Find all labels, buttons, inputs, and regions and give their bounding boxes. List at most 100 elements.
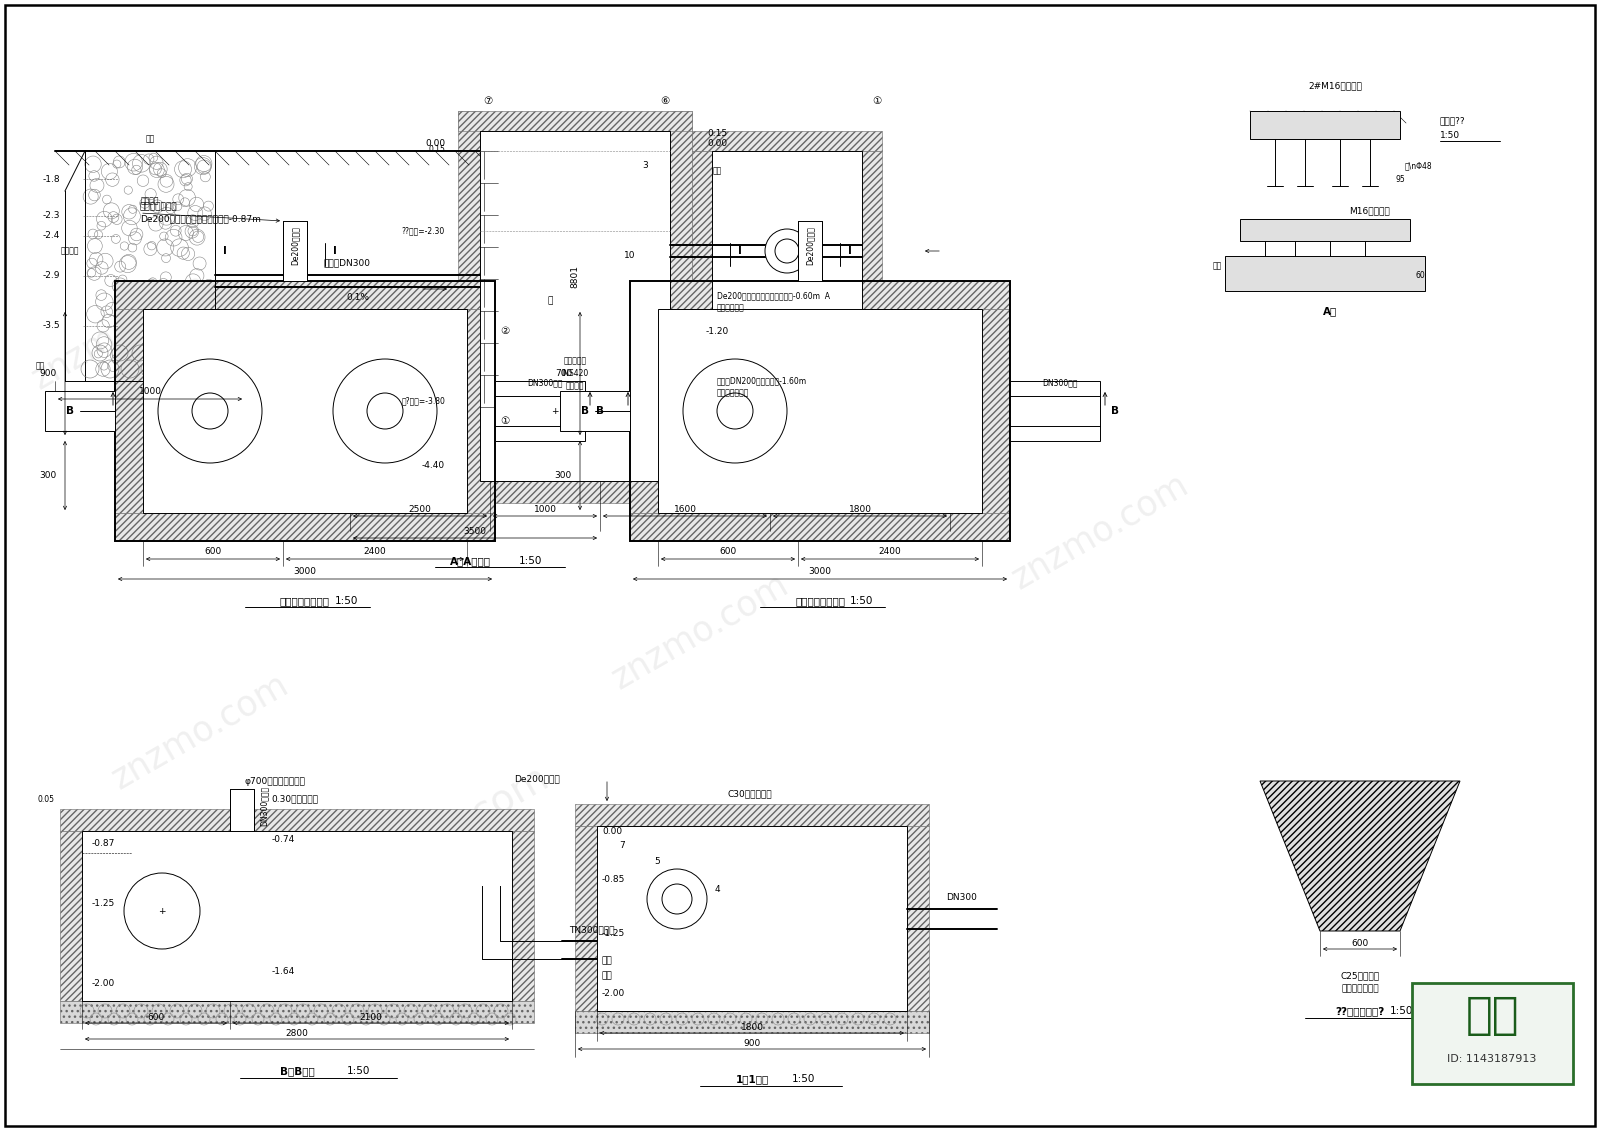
Text: De200排水管: De200排水管: [805, 226, 814, 266]
Circle shape: [774, 239, 798, 264]
Text: 600: 600: [205, 547, 222, 556]
Text: 进水管DN300: 进水管DN300: [323, 259, 371, 268]
Text: 7: 7: [619, 841, 626, 851]
Text: A－A剖面图: A－A剖面图: [450, 556, 491, 566]
Text: 2400: 2400: [363, 547, 386, 556]
FancyBboxPatch shape: [1413, 983, 1573, 1083]
Text: 1800: 1800: [741, 1022, 763, 1031]
Bar: [458, 111, 480, 503]
Text: -2.9: -2.9: [43, 271, 61, 280]
Text: I: I: [333, 247, 338, 256]
Text: 3000: 3000: [808, 568, 832, 577]
Text: 渐层: 渐层: [602, 957, 613, 966]
Bar: [907, 826, 930, 1011]
Text: -2.00: -2.00: [93, 978, 115, 987]
Text: 接水系循环管: 接水系循环管: [717, 303, 744, 312]
Text: +: +: [158, 907, 166, 915]
Text: M16螺母固定: M16螺母固定: [1350, 207, 1390, 216]
Text: 1800: 1800: [848, 504, 872, 513]
Text: znzmo.com: znzmo.com: [245, 360, 456, 503]
Text: 2500: 2500: [408, 504, 432, 513]
Text: -2.00: -2.00: [602, 988, 626, 998]
Bar: [630, 513, 1010, 541]
Text: 0.00: 0.00: [707, 138, 726, 147]
Text: 2800: 2800: [285, 1029, 309, 1038]
Text: 0.00: 0.00: [426, 138, 445, 147]
Text: ID: 1143187913: ID: 1143187913: [1448, 1054, 1536, 1064]
Text: INS420: INS420: [562, 370, 589, 379]
Bar: [658, 309, 982, 513]
Bar: [862, 152, 882, 351]
Text: A向: A向: [1323, 307, 1338, 316]
Bar: [61, 831, 82, 1001]
Text: ⑥: ⑥: [661, 96, 670, 106]
Circle shape: [333, 359, 437, 463]
Text: 300: 300: [555, 470, 573, 480]
Text: 1:50: 1:50: [334, 596, 358, 606]
Text: ①: ①: [501, 416, 510, 426]
Text: znzmo.com: znzmo.com: [486, 154, 714, 309]
Text: 驳岸: 驳岸: [146, 135, 155, 144]
Bar: [458, 111, 691, 131]
Text: De200排水管: De200排水管: [291, 226, 299, 266]
Circle shape: [765, 228, 810, 273]
Text: znzmo.com: znzmo.com: [106, 667, 294, 795]
Bar: [1240, 219, 1410, 241]
Text: -1.8: -1.8: [42, 174, 61, 183]
Text: 蓄水量池: 蓄水量池: [141, 197, 160, 206]
Bar: [45, 391, 115, 431]
Text: I: I: [848, 247, 851, 256]
Text: 2#M16地脚螺栓: 2#M16地脚螺栓: [1309, 81, 1362, 90]
Bar: [115, 309, 142, 513]
Text: 600: 600: [147, 1013, 165, 1022]
Text: 二次进气: 二次进气: [566, 381, 584, 390]
Text: C30混凝土垫层: C30混凝土垫层: [728, 789, 773, 798]
Text: znzmo.com: znzmo.com: [245, 860, 456, 1003]
Text: 900: 900: [40, 369, 58, 378]
Text: 8801: 8801: [571, 265, 579, 287]
Text: -0.74: -0.74: [272, 835, 296, 844]
Text: De200出水层管，管底中心标高-0.60m  A: De200出水层管，管底中心标高-0.60m A: [717, 292, 830, 301]
Text: 消能箱组图: 消能箱组图: [563, 356, 587, 365]
Bar: [142, 309, 467, 513]
Text: I: I: [222, 247, 227, 256]
Text: ①: ①: [872, 96, 882, 106]
Circle shape: [717, 392, 754, 429]
Text: 10: 10: [624, 251, 635, 260]
Text: 4: 4: [714, 884, 720, 893]
Text: 1:50: 1:50: [347, 1067, 370, 1076]
Bar: [1250, 126, 1400, 139]
Text: 1600: 1600: [674, 504, 696, 513]
Text: 0.15: 0.15: [707, 130, 726, 138]
Circle shape: [192, 392, 229, 429]
Text: ⑦: ⑦: [483, 96, 493, 106]
Text: B: B: [581, 406, 589, 416]
Text: 600: 600: [720, 547, 736, 556]
Circle shape: [366, 392, 403, 429]
Text: 固锥坡混凝土上: 固锥坡混凝土上: [1341, 984, 1379, 993]
Text: 0.15: 0.15: [429, 145, 445, 154]
Text: 钢\nΦ48: 钢\nΦ48: [1405, 162, 1432, 171]
Text: 1:50: 1:50: [1440, 131, 1461, 140]
Bar: [1250, 111, 1400, 139]
Text: -4.40: -4.40: [422, 461, 445, 470]
Bar: [1226, 256, 1426, 291]
Text: 1:50: 1:50: [850, 596, 874, 606]
Text: B－B剖面: B－B剖面: [280, 1067, 314, 1076]
Bar: [512, 831, 534, 1001]
Text: -1.25: -1.25: [602, 930, 626, 939]
Polygon shape: [1261, 782, 1459, 931]
Bar: [798, 221, 822, 280]
Bar: [670, 111, 691, 503]
Text: znzmo.com: znzmo.com: [344, 759, 555, 903]
Text: 300: 300: [40, 470, 58, 480]
Bar: [691, 131, 882, 152]
Text: 钢杆: 钢杆: [1213, 261, 1222, 270]
Text: znzmo.com: znzmo.com: [1006, 467, 1194, 595]
Text: ??水位=-2.30: ??水位=-2.30: [402, 226, 445, 235]
Text: C25素混凝土: C25素混凝土: [1341, 972, 1379, 981]
Text: -1.64: -1.64: [272, 967, 296, 976]
Text: -1.25: -1.25: [93, 899, 115, 908]
Bar: [494, 381, 586, 441]
Text: 钢杆大??: 钢杆大??: [1440, 116, 1466, 126]
